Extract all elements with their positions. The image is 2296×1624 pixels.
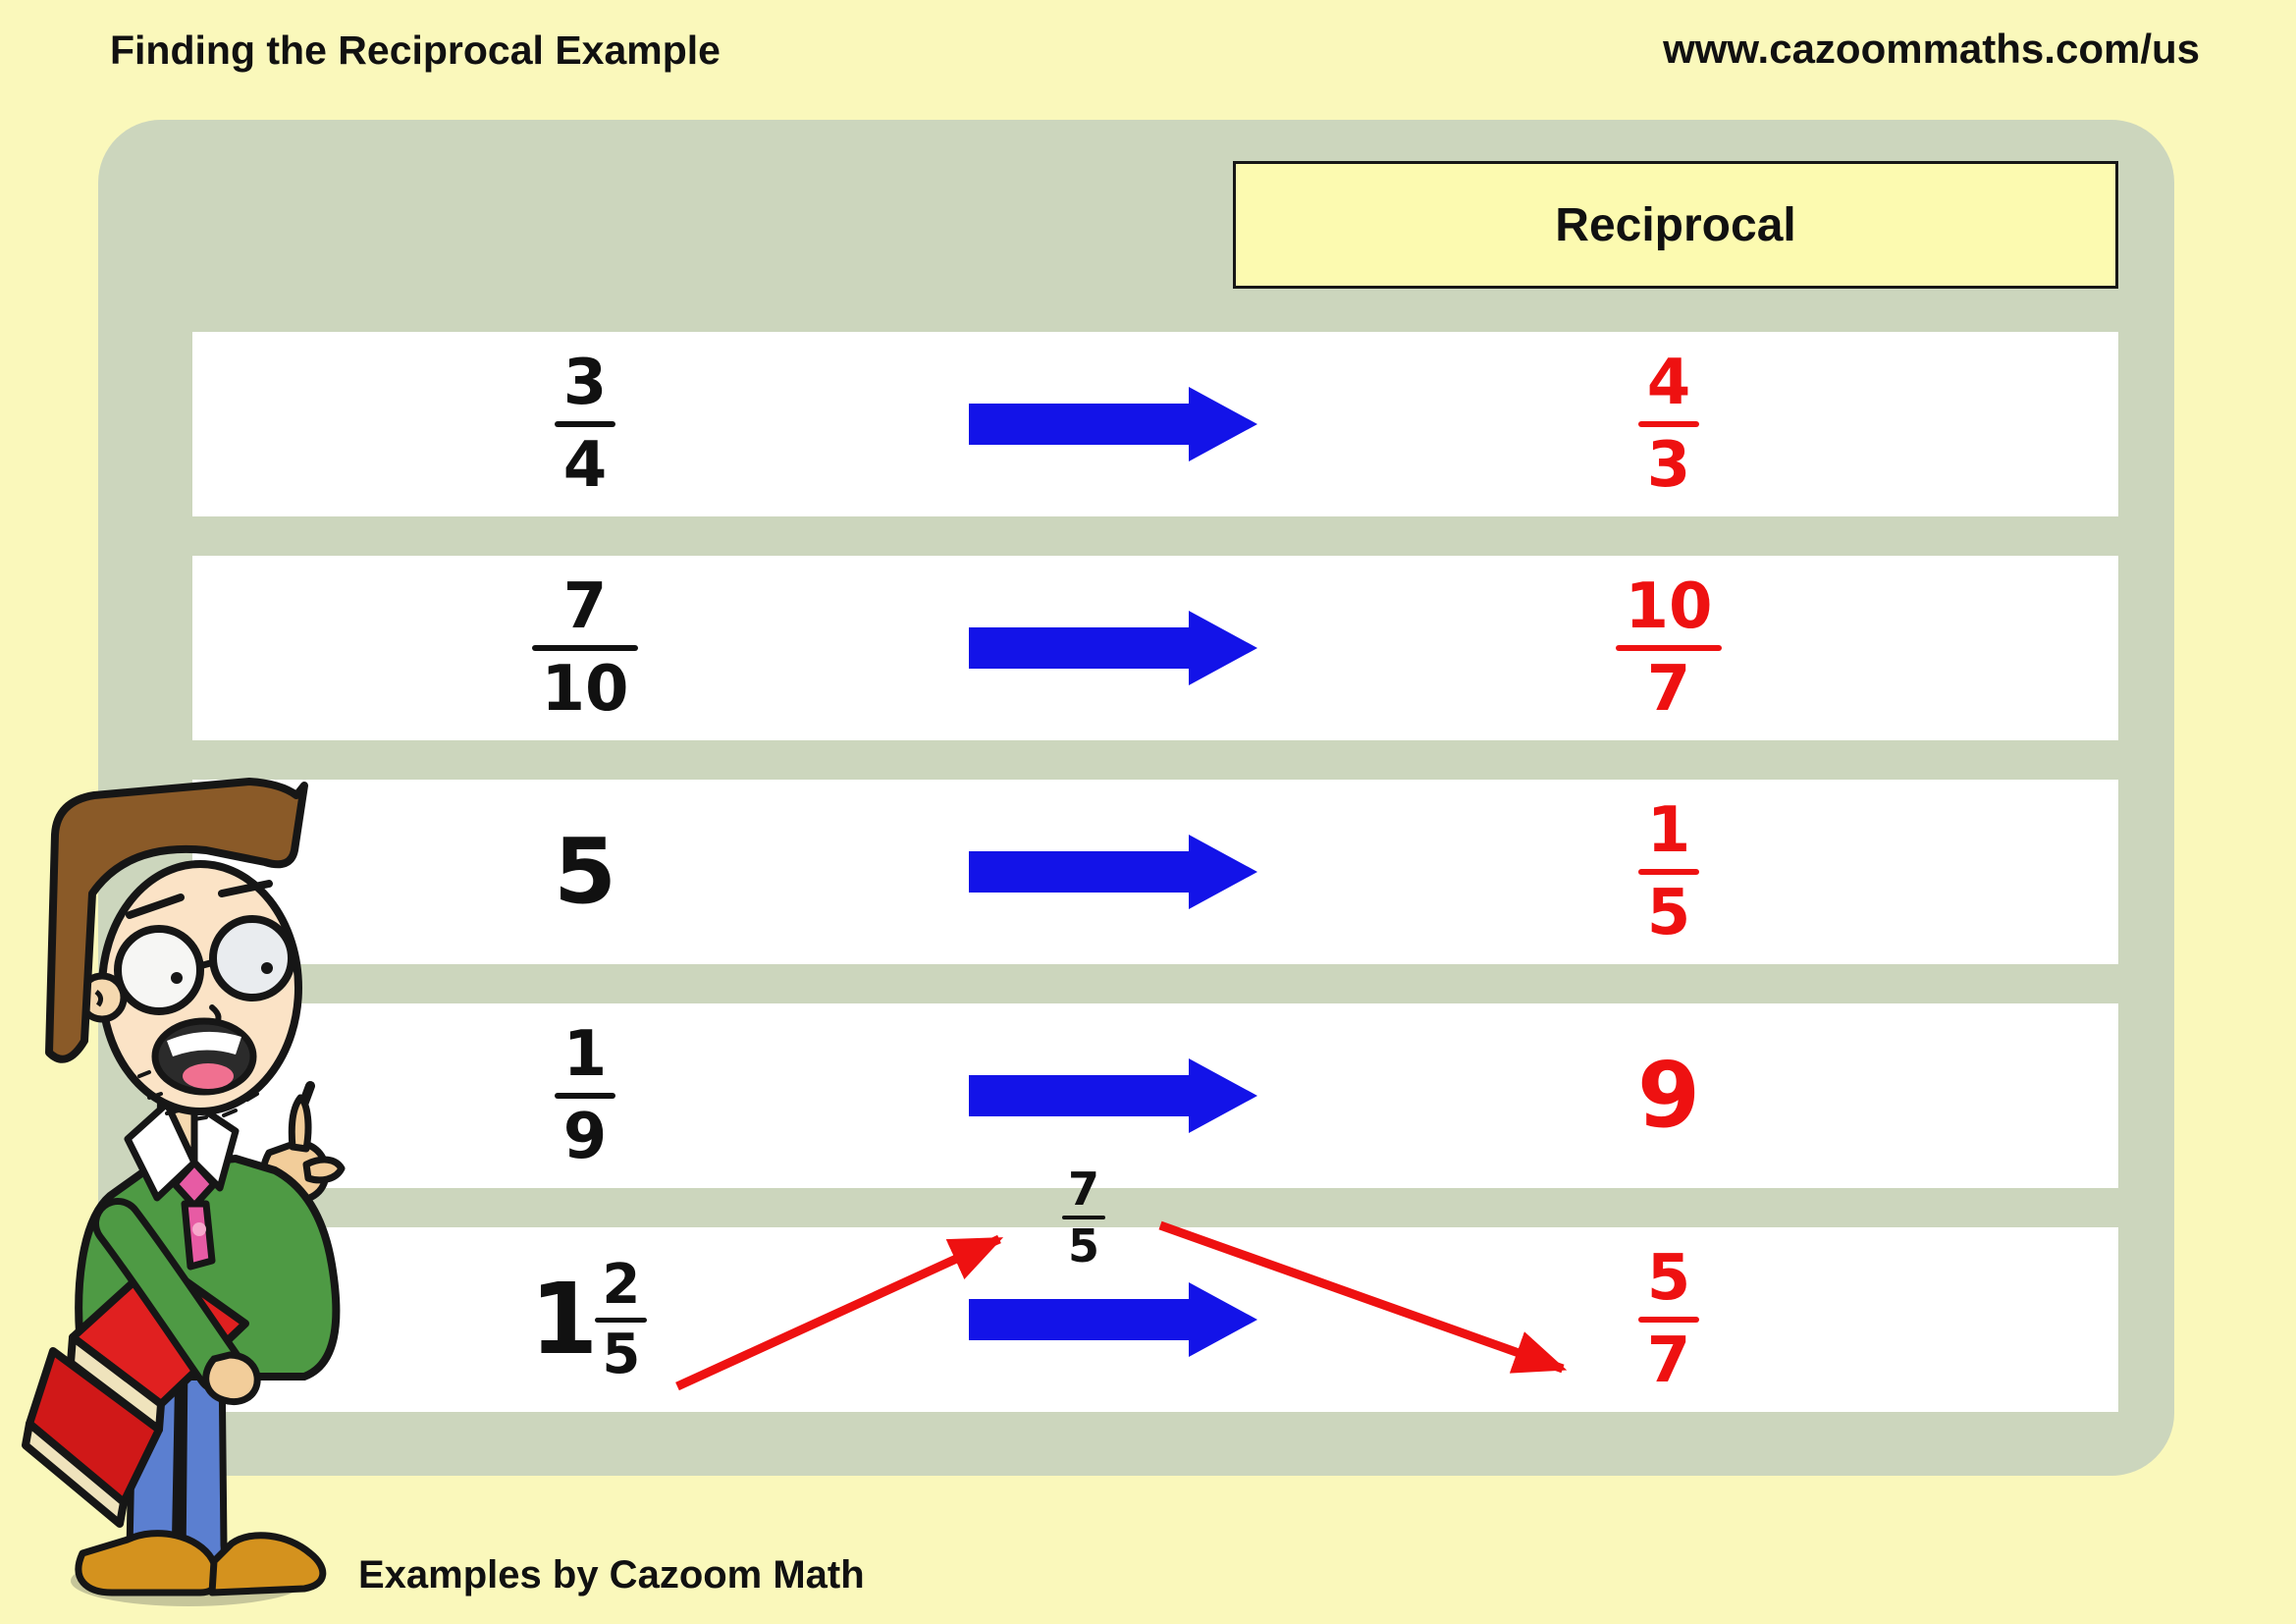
fraction-bar <box>595 1317 648 1323</box>
given-value: 1 9 <box>192 1003 978 1188</box>
table-row: 3 4 4 3 <box>192 332 2118 516</box>
arrow-cell <box>967 780 1261 964</box>
table-row: 1 9 9 <box>192 1003 2118 1188</box>
reciprocal-value: 1 5 <box>1276 780 2061 964</box>
fraction-denominator: 7 <box>1646 653 1691 726</box>
right-arrow-icon <box>969 835 1257 909</box>
given-value: 7 10 <box>192 556 978 740</box>
table-row: 5 1 5 <box>192 780 2118 964</box>
fraction-bar <box>1637 421 1700 427</box>
fraction: 2 5 <box>595 1252 648 1386</box>
fraction-bar <box>1616 645 1722 651</box>
right-arrow-icon <box>969 1058 1257 1133</box>
whole-number: 9 <box>1636 1043 1700 1148</box>
arrow-cell <box>967 332 1261 516</box>
fraction: 1 5 <box>1637 794 1700 949</box>
reciprocal-value: 10 7 <box>1276 556 2061 740</box>
improper-fraction-note: 7 5 <box>1035 1166 1133 1269</box>
table-row: 1 2 5 5 7 <box>192 1227 2118 1412</box>
whole-number: 5 <box>553 819 616 924</box>
fraction: 10 7 <box>1616 570 1722 726</box>
fraction: 7 10 <box>532 570 638 726</box>
fraction-bar <box>532 645 638 651</box>
fraction-numerator: 5 <box>1646 1242 1691 1315</box>
fraction-denominator: 10 <box>541 653 629 726</box>
reciprocal-value: 5 7 <box>1276 1227 2061 1412</box>
fraction-numerator: 7 <box>1067 1163 1099 1216</box>
fraction: 7 5 <box>1061 1163 1105 1272</box>
reciprocal-value: 4 3 <box>1276 332 2061 516</box>
website-url: www.cazoommaths.com/us <box>1663 26 2200 72</box>
given-value: 3 4 <box>192 332 978 516</box>
teacher-mascot-illustration <box>22 778 346 1606</box>
arrow-cell <box>967 556 1261 740</box>
fraction: 3 4 <box>554 347 616 502</box>
table-row: 7 10 10 7 <box>192 556 2118 740</box>
fraction-bar <box>1637 869 1700 875</box>
fraction-denominator: 7 <box>1646 1325 1691 1397</box>
fraction-bar <box>554 1093 616 1099</box>
reciprocal-value: 9 <box>1276 1003 2061 1188</box>
right-arrow-icon <box>969 1282 1257 1357</box>
fraction-numerator: 10 <box>1625 570 1713 643</box>
fraction-denominator: 4 <box>562 429 608 502</box>
mixed-number-whole: 1 <box>529 1262 599 1377</box>
given-value: 1 2 5 <box>192 1227 978 1412</box>
fraction-denominator: 5 <box>602 1322 641 1386</box>
fraction-denominator: 5 <box>1067 1219 1099 1272</box>
fraction-numerator: 2 <box>602 1252 641 1317</box>
fraction-bar <box>554 421 616 427</box>
footer-credit: Examples by Cazoom Math <box>358 1553 865 1597</box>
fraction: 1 9 <box>554 1018 616 1173</box>
fraction: 4 3 <box>1637 347 1700 502</box>
fraction: 5 7 <box>1637 1242 1700 1397</box>
fraction-denominator: 3 <box>1646 429 1691 502</box>
mixed-number: 1 2 5 <box>529 1252 648 1386</box>
given-value: 5 <box>192 780 978 964</box>
fraction-denominator: 5 <box>1646 877 1691 949</box>
reciprocal-column-header: Reciprocal <box>1233 161 2118 289</box>
fraction-bar <box>1637 1317 1700 1323</box>
fraction-numerator: 1 <box>1646 794 1691 867</box>
fraction-numerator: 7 <box>562 570 608 643</box>
page-title: Finding the Reciprocal Example <box>110 27 721 73</box>
fraction-denominator: 9 <box>562 1101 608 1173</box>
right-arrow-icon <box>969 611 1257 685</box>
right-arrow-icon <box>969 387 1257 461</box>
fraction-numerator: 3 <box>562 347 608 419</box>
fraction-numerator: 4 <box>1646 347 1691 419</box>
fraction-bar <box>1061 1216 1105 1219</box>
arrow-cell <box>967 1003 1261 1188</box>
fraction-numerator: 1 <box>562 1018 608 1091</box>
reciprocal-column-label: Reciprocal <box>1555 198 1796 251</box>
